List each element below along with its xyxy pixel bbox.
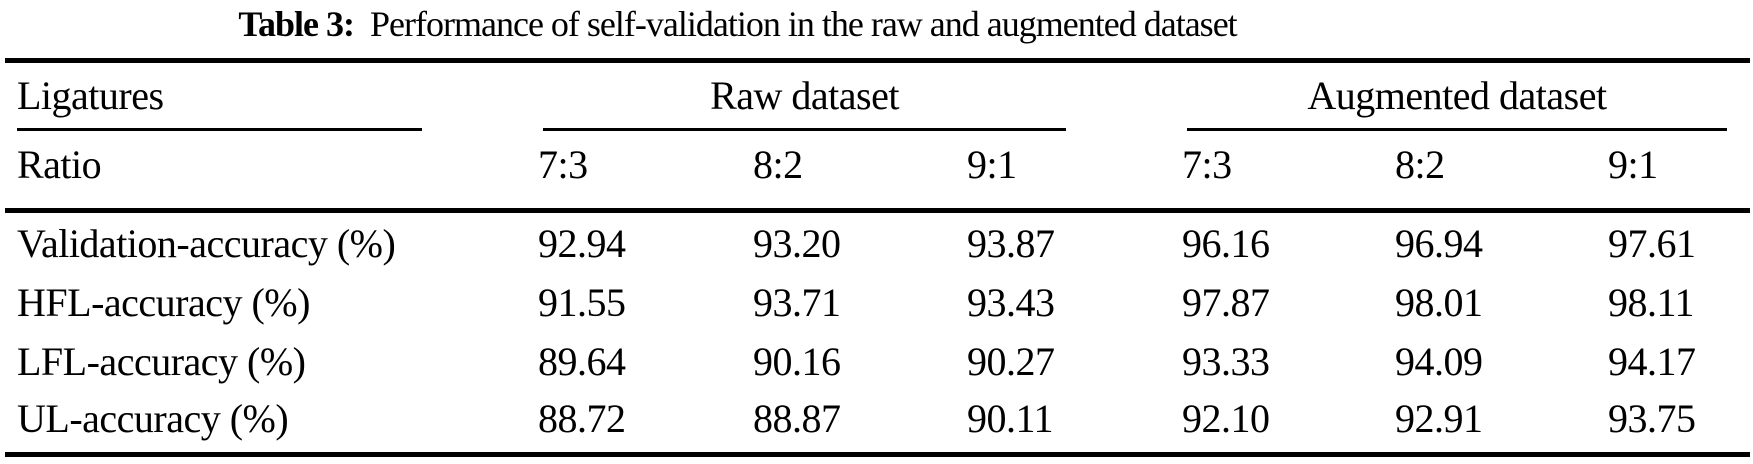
data-cell: 93.33 xyxy=(1182,339,1270,384)
table-caption: Table 3: Performance of self-validation i… xyxy=(0,2,1614,46)
data-cell: 93.87 xyxy=(967,221,1055,266)
row-label: UL-accuracy (%) xyxy=(17,396,289,441)
data-cell: 93.75 xyxy=(1608,396,1696,441)
ratio-header-cell: 8:2 xyxy=(1395,142,1445,187)
header-body-rule xyxy=(5,208,1750,213)
data-cell: 92.94 xyxy=(538,221,626,266)
ratio-header-cell: 9:1 xyxy=(1608,142,1658,187)
data-cell: 93.43 xyxy=(967,280,1055,325)
data-cell: 90.27 xyxy=(967,339,1055,384)
data-cell: 92.91 xyxy=(1395,396,1483,441)
ratio-header-cell: 7:3 xyxy=(538,142,588,187)
ratio-header-cell: 8:2 xyxy=(753,142,803,187)
data-cell: 88.72 xyxy=(538,396,626,441)
row-label: HFL-accuracy (%) xyxy=(17,280,310,325)
data-cell: 96.94 xyxy=(1395,221,1483,266)
row-label: LFL-accuracy (%) xyxy=(17,339,306,384)
data-cell: 93.20 xyxy=(753,221,841,266)
data-cell: 98.01 xyxy=(1395,280,1483,325)
stub-header-ligatures: Ligatures xyxy=(17,73,164,118)
data-cell: 88.87 xyxy=(753,396,841,441)
col-group-augmented-dataset: Augmented dataset xyxy=(1307,73,1607,118)
ligatures-spanner-rule xyxy=(17,128,422,131)
data-cell: 90.11 xyxy=(967,396,1054,441)
data-cell: 92.10 xyxy=(1182,396,1270,441)
data-cell: 97.87 xyxy=(1182,280,1270,325)
data-cell: 93.71 xyxy=(753,280,841,325)
ratio-header-cell: 7:3 xyxy=(1182,142,1232,187)
data-cell: 94.09 xyxy=(1395,339,1483,384)
caption-text: Performance of self-validation in the ra… xyxy=(370,4,1238,44)
stub-header-ratio: Ratio xyxy=(17,142,102,187)
data-cell: 97.61 xyxy=(1608,221,1696,266)
top-rule xyxy=(5,58,1750,63)
raw-dataset-spanner-rule xyxy=(543,128,1066,131)
data-cell: 98.11 xyxy=(1608,280,1695,325)
data-cell: 91.55 xyxy=(538,280,626,325)
data-cell: 89.64 xyxy=(538,339,626,384)
augmented-dataset-spanner-rule xyxy=(1187,128,1727,131)
ratio-header-cell: 9:1 xyxy=(967,142,1017,187)
col-group-raw-dataset: Raw dataset xyxy=(710,73,899,118)
data-cell: 96.16 xyxy=(1182,221,1270,266)
row-label: Validation-accuracy (%) xyxy=(17,221,396,266)
caption-label: Table 3: xyxy=(238,4,355,44)
data-cell: 90.16 xyxy=(753,339,841,384)
bottom-rule xyxy=(5,452,1750,457)
data-cell: 94.17 xyxy=(1608,339,1696,384)
